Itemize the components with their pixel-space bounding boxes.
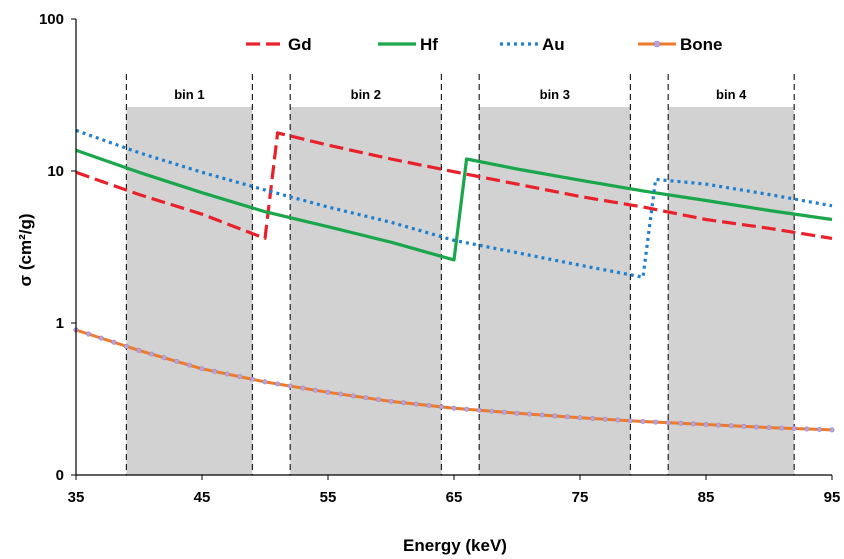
bin-band — [126, 107, 253, 475]
legend: Gd Hf Au Bone — [246, 35, 723, 54]
legend-label: Hf — [420, 35, 438, 54]
bin-label: bin 2 — [351, 87, 381, 102]
bin-label: bin 1 — [174, 87, 204, 102]
data-point — [552, 413, 558, 419]
data-point — [312, 387, 318, 393]
data-point — [476, 407, 482, 413]
data-point — [237, 374, 243, 380]
data-point — [350, 393, 356, 399]
data-point — [136, 347, 142, 353]
data-point — [413, 401, 419, 407]
data-point — [791, 426, 797, 432]
data-point — [224, 371, 230, 377]
data-point — [703, 421, 709, 427]
data-point — [678, 420, 684, 426]
data-point — [804, 426, 810, 432]
data-point — [212, 368, 218, 374]
series-lines — [73, 128, 835, 433]
data-point — [249, 376, 255, 382]
x-axis-title: Energy (keV) — [403, 536, 507, 555]
data-point — [98, 335, 104, 341]
bin-bands: bin 1 bin 2 bin 3 bin 4 — [125, 74, 795, 475]
data-point — [86, 331, 92, 337]
bin-label: bin 3 — [540, 87, 570, 102]
data-point — [640, 418, 646, 424]
data-point — [716, 422, 722, 428]
data-point — [665, 420, 671, 426]
data-point — [627, 418, 633, 424]
series-line-gd — [75, 131, 833, 240]
legend-label: Bone — [680, 35, 723, 54]
data-point — [111, 339, 117, 345]
bin-band — [668, 107, 795, 475]
y-tick-label: 100 — [39, 11, 64, 28]
data-point — [325, 389, 331, 395]
data-point — [816, 426, 822, 432]
data-point — [161, 355, 167, 361]
data-point — [514, 410, 520, 416]
data-point — [653, 419, 659, 425]
data-point — [501, 409, 507, 415]
y-tick-label: 0 — [56, 467, 64, 484]
data-point — [438, 404, 444, 410]
y-tick-label: 1 — [56, 315, 64, 332]
data-point — [489, 408, 495, 414]
legend-marker — [653, 40, 661, 48]
bin-band — [290, 107, 442, 475]
data-point — [426, 402, 432, 408]
data-point — [690, 421, 696, 427]
data-point — [602, 416, 608, 422]
data-point — [388, 398, 394, 404]
data-point — [577, 415, 583, 421]
x-tick-label: 55 — [320, 489, 337, 506]
data-point — [766, 425, 772, 431]
data-point — [338, 391, 344, 397]
series-line-hf — [75, 148, 833, 262]
data-point — [741, 423, 747, 429]
data-point — [464, 406, 470, 412]
data-point — [275, 381, 281, 387]
data-point — [287, 383, 293, 389]
y-tick-label: 10 — [47, 163, 64, 180]
x-tick-label: 65 — [446, 489, 463, 506]
data-point — [615, 417, 621, 423]
legend-label: Au — [542, 35, 565, 54]
data-point — [363, 395, 369, 401]
data-point — [728, 423, 734, 429]
x-tick-label: 95 — [824, 489, 841, 506]
data-point — [401, 400, 407, 406]
data-point — [779, 425, 785, 431]
bin-label: bin 4 — [716, 87, 747, 102]
data-point — [300, 385, 306, 391]
data-point — [564, 414, 570, 420]
x-tick-label: 35 — [68, 489, 85, 506]
x-tick-label: 85 — [698, 489, 715, 506]
data-point — [539, 412, 545, 418]
data-point — [199, 366, 205, 372]
data-point — [527, 411, 533, 417]
x-tick-label: 45 — [194, 489, 211, 506]
data-point — [186, 362, 192, 368]
x-tick-label: 75 — [572, 489, 589, 506]
data-point — [753, 424, 759, 430]
data-point — [149, 351, 155, 357]
data-point — [590, 416, 596, 422]
legend-label: Gd — [288, 35, 312, 54]
data-point — [174, 358, 180, 364]
data-point — [262, 379, 268, 385]
y-axis-title: σ (cm²/g) — [16, 213, 35, 286]
data-point — [451, 405, 457, 411]
data-point — [375, 397, 381, 403]
data-point — [123, 343, 129, 349]
data-point — [829, 427, 835, 433]
tick-labels: 35 45 55 65 75 85 95 0 1 10 100 — [39, 11, 840, 506]
